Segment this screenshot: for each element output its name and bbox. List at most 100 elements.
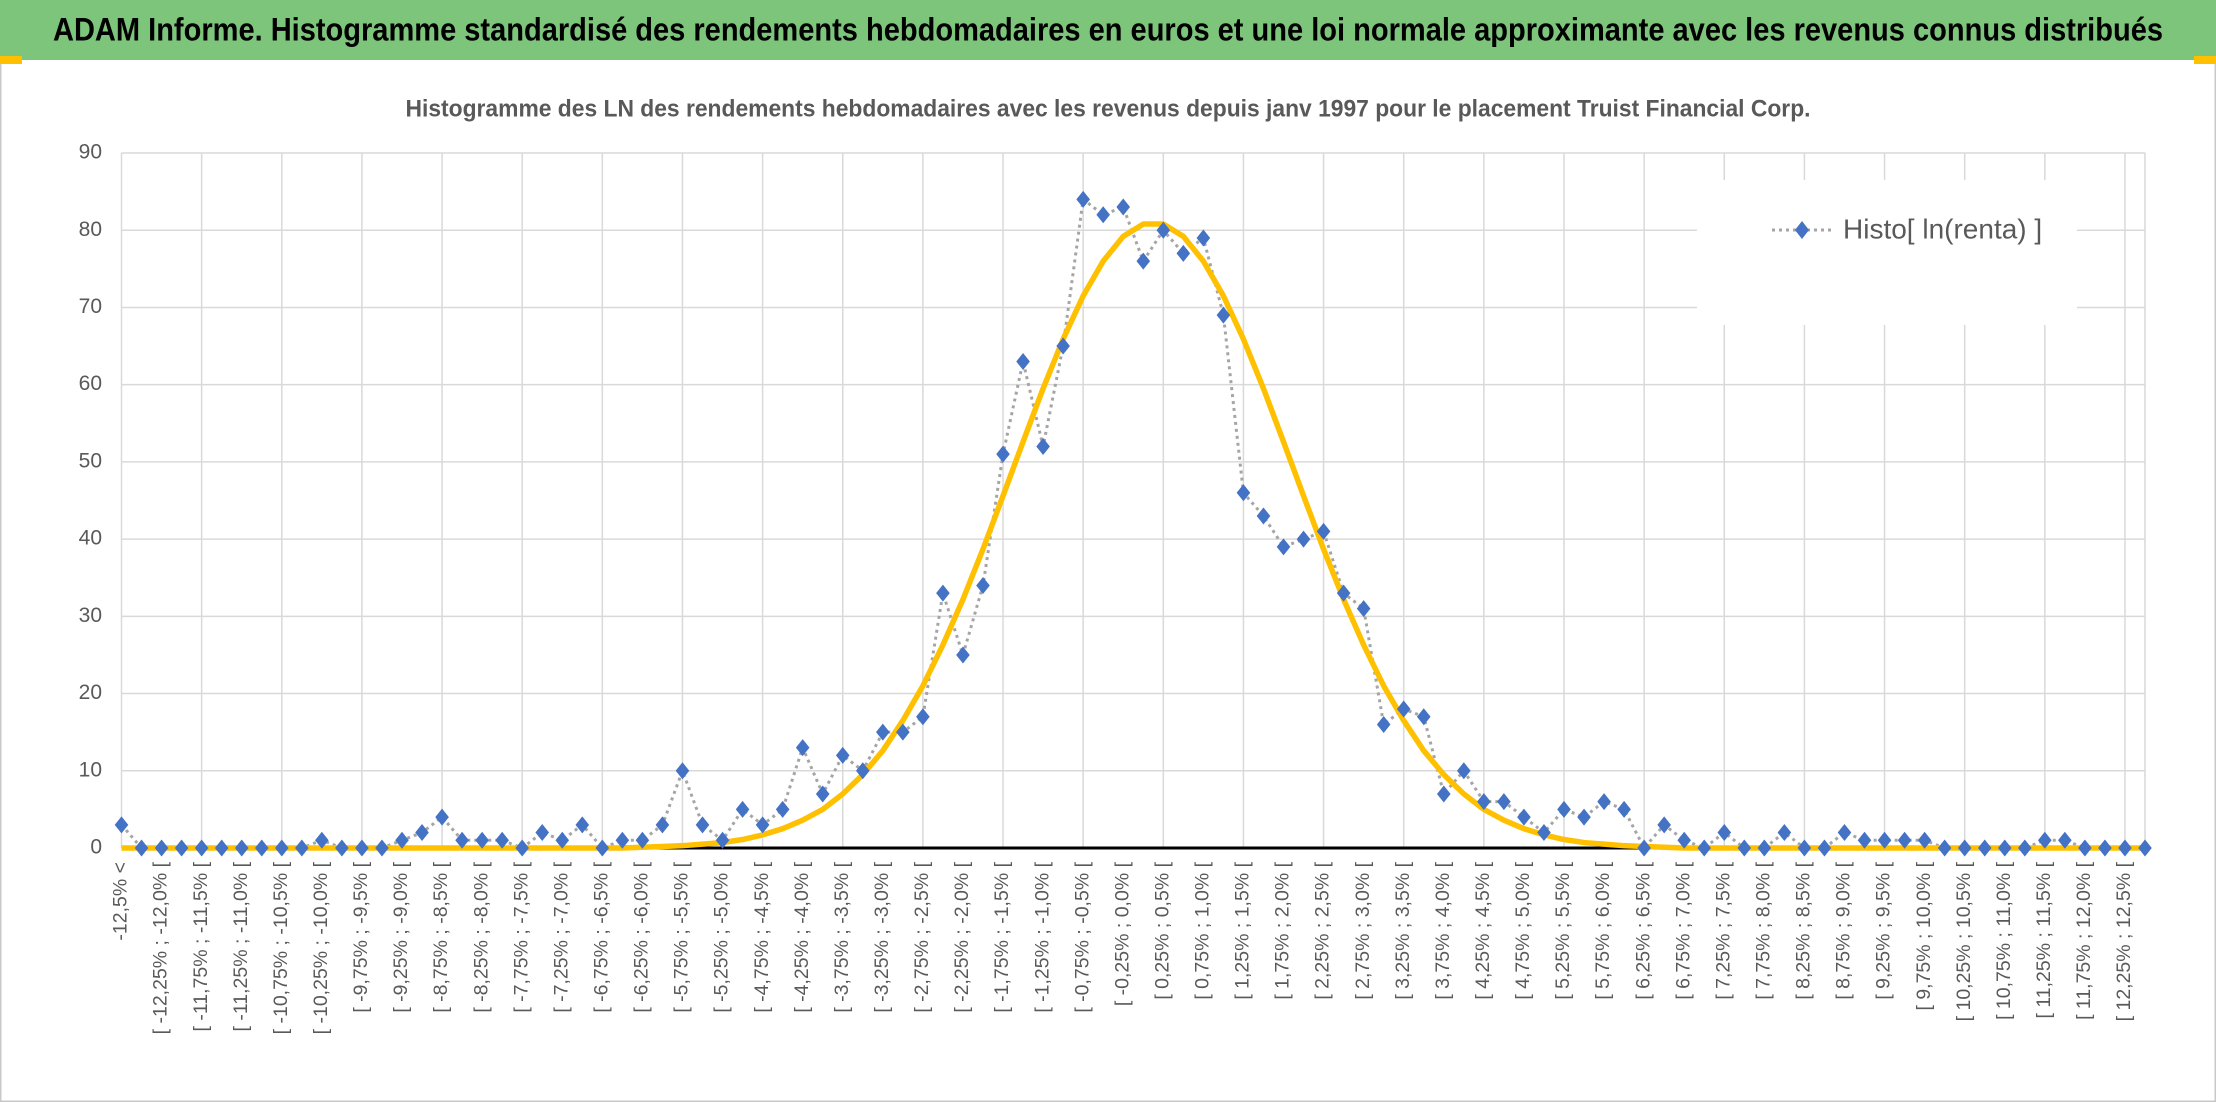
x-tick-label: [ 4,25% ; 4,5% [ xyxy=(1472,861,1494,999)
histo-point xyxy=(876,723,890,741)
histo-point xyxy=(835,746,850,764)
x-tick-label: [ 0,75% ; 1,0% [ xyxy=(1192,861,1214,999)
histo-point xyxy=(1136,252,1151,270)
x-tick-label: [ 10,25% ; 10,5% [ xyxy=(1953,861,1975,1021)
histo-point xyxy=(1957,839,1972,857)
histo-point xyxy=(1016,353,1030,370)
histo-point xyxy=(134,839,149,857)
x-tick-label: [ -7,75% ; -7,5% [ xyxy=(510,861,532,1012)
x-tick-label: [ -3,25% ; -3,0% [ xyxy=(871,861,893,1012)
x-tick-label: [ 6,25% ; 6,5% [ xyxy=(1632,861,1654,999)
histo-point xyxy=(1156,221,1171,239)
chart-title: Histogramme des LN des rendements hebdom… xyxy=(406,95,1811,122)
histo-point xyxy=(1737,839,1752,857)
histo-point xyxy=(154,839,169,857)
histo-point xyxy=(2138,839,2152,857)
y-tick-label: 20 xyxy=(79,681,102,704)
x-tick-label: [ 12,25% ; 12,5% [ xyxy=(2113,861,2135,1021)
x-tick-label: [ -8,75% ; -8,5% [ xyxy=(430,861,452,1012)
histo-point xyxy=(1396,700,1411,718)
y-tick-label: 0 xyxy=(90,836,102,859)
histo-point xyxy=(254,839,269,857)
x-tick-label: [ -11,75% ; -11,5% [ xyxy=(190,861,212,1031)
x-tick-label: [ -4,75% ; -4,5% [ xyxy=(751,861,773,1012)
histo-point xyxy=(1537,824,1551,842)
histo-point xyxy=(896,723,910,741)
x-tick-label: [ -7,25% ; -7,0% [ xyxy=(550,861,572,1012)
histo-point xyxy=(1076,190,1090,208)
histo-point xyxy=(1977,839,1992,857)
x-tick-label: [ 3,75% ; 4,0% [ xyxy=(1432,861,1454,999)
x-tick-label: [ -3,75% ; -3,5% [ xyxy=(831,861,853,1012)
histo-point xyxy=(2098,839,2112,857)
histo-point xyxy=(415,824,429,842)
header-title: ADAM Informe. Histogramme standardisé de… xyxy=(53,11,2163,47)
x-tick-label: [ -2,25% ; -2,0% [ xyxy=(951,861,973,1012)
histo-point xyxy=(575,816,590,834)
x-tick-label: [ -0,25% ; 0,0% [ xyxy=(1111,861,1133,1006)
y-tick-label: 60 xyxy=(79,372,102,395)
x-tick-label: [ 11,25% ; 11,5% [ xyxy=(2033,861,2055,1018)
histo-point xyxy=(1817,839,1832,857)
x-tick-label: [ -10,25% ; -10,0% [ xyxy=(310,861,332,1034)
histo-point xyxy=(114,816,129,834)
x-tick-label: [ -9,75% ; -9,5% [ xyxy=(350,861,372,1012)
x-tick-label: [ 5,25% ; 5,5% [ xyxy=(1552,861,1574,999)
histo-point xyxy=(1557,800,1571,818)
x-tick-label: [ 8,25% ; 8,5% [ xyxy=(1793,861,1815,999)
histo-point xyxy=(535,824,550,842)
histo-point xyxy=(555,831,570,849)
histo-point xyxy=(1436,785,1451,803)
histo-point xyxy=(615,831,630,849)
histo-point xyxy=(755,816,770,834)
x-tick-label: [ 5,75% ; 6,0% [ xyxy=(1592,861,1614,999)
x-tick-label: [ 2,25% ; 2,5% [ xyxy=(1312,861,1334,999)
histo-point xyxy=(1497,793,1511,811)
histo-point xyxy=(174,839,189,857)
histo-point xyxy=(635,831,650,849)
histo-point xyxy=(2078,839,2092,857)
x-tick-label: [ -5,75% ; -5,5% [ xyxy=(671,861,693,1012)
histo-point xyxy=(735,800,750,818)
histo-point xyxy=(1777,824,1792,842)
histo-point xyxy=(2038,831,2052,849)
histo-point xyxy=(2058,831,2072,849)
histo-point xyxy=(1757,839,1772,857)
header-band xyxy=(0,0,2216,60)
histo-point xyxy=(775,800,790,818)
x-tick-label: [ 0,25% ; 0,5% [ xyxy=(1151,861,1173,999)
histo-point xyxy=(1857,831,1872,849)
x-tick-label: [ -4,25% ; -4,0% [ xyxy=(791,861,813,1012)
x-tick-label: -12,5% < xyxy=(110,862,132,941)
y-tick-label: 70 xyxy=(79,295,102,318)
x-tick-label: [ 3,25% ; 3,5% [ xyxy=(1392,861,1414,999)
histo-point xyxy=(1296,530,1311,548)
histo-point xyxy=(1637,839,1651,857)
histo-point xyxy=(1256,507,1271,525)
y-tick-label: 90 xyxy=(79,141,102,164)
x-tick-label: [ -11,25% ; -11,0% [ xyxy=(230,861,252,1031)
x-tick-label: [ 10,75% ; 11,0% [ xyxy=(1993,861,2015,1019)
histo-point xyxy=(595,839,610,857)
y-tick-label: 50 xyxy=(79,449,102,472)
x-tick-label: [ 1,25% ; 1,5% [ xyxy=(1232,861,1254,999)
histo-point xyxy=(916,708,930,726)
histo-point xyxy=(1236,484,1251,502)
x-tick-label: [ -6,75% ; -6,5% [ xyxy=(590,861,612,1012)
x-tick-label: [ 4,75% ; 5,0% [ xyxy=(1512,861,1534,999)
histo-point xyxy=(214,839,229,857)
histo-point xyxy=(1997,839,2012,857)
histo-point xyxy=(2118,839,2132,857)
histo-point xyxy=(1477,793,1491,811)
x-tick-label: [ 9,75% ; 10,0% [ xyxy=(1913,861,1935,1010)
histo-point xyxy=(274,839,289,857)
histo-point xyxy=(1917,831,1932,849)
y-tick-label: 40 xyxy=(79,527,102,550)
x-tick-label: [ -0,75% ; -0,5% [ xyxy=(1071,861,1093,1012)
histo-point xyxy=(355,839,369,857)
histo-point xyxy=(1376,715,1391,733)
histo-point xyxy=(1517,808,1531,826)
x-tick-label: [ -6,25% ; -6,0% [ xyxy=(631,861,653,1012)
histo-point xyxy=(956,646,970,664)
